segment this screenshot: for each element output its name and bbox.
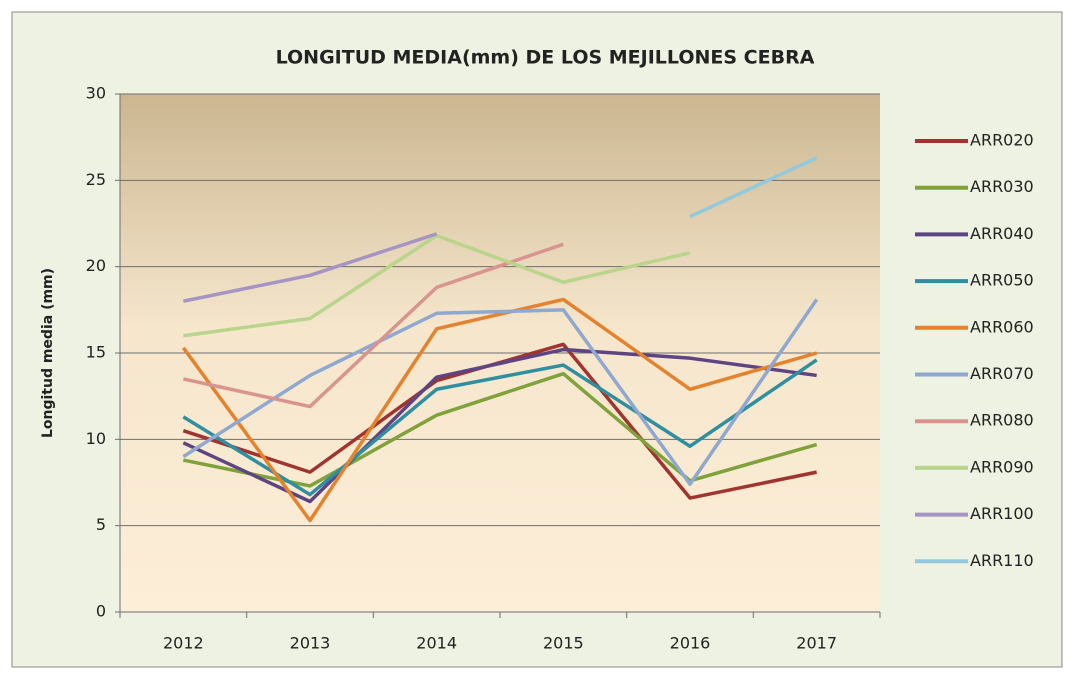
x-tick-label: 2014: [416, 634, 457, 653]
legend-label: ARR100: [970, 504, 1034, 523]
y-tick-label: 15: [86, 343, 106, 362]
series-line: [689, 156, 818, 219]
x-tick-label: 2017: [796, 634, 837, 653]
legend-label: ARR040: [970, 224, 1034, 243]
y-tick-label: 10: [86, 429, 106, 448]
series-line: [181, 297, 818, 523]
series-line: [182, 358, 818, 497]
legend-label: ARR110: [970, 551, 1034, 570]
y-tick-label: 30: [86, 84, 106, 103]
y-tick-label: 20: [86, 256, 106, 275]
x-tick-label: 2012: [163, 634, 204, 653]
series-line: [182, 298, 819, 486]
legend-label: ARR090: [970, 457, 1034, 476]
series-line: [182, 232, 438, 303]
y-tick-label: 5: [96, 515, 106, 534]
y-tick-label: 0: [96, 602, 106, 621]
y-axis-title: Longitud media (mm): [40, 268, 56, 438]
legend-label: ARR030: [970, 177, 1034, 196]
legend-label: ARR070: [970, 364, 1034, 383]
legend-label: ARR050: [970, 271, 1034, 290]
legend-label: ARR080: [970, 411, 1034, 430]
x-tick-label: 2016: [670, 634, 711, 653]
y-tick-label: 25: [86, 170, 106, 189]
legend-label: ARR020: [970, 131, 1034, 150]
chart-title: LONGITUD MEDIA(mm) DE LOS MEJILLONES CEB…: [276, 47, 815, 69]
legend-label: ARR060: [970, 317, 1034, 336]
series-line: [182, 242, 564, 409]
x-tick-label: 2015: [543, 634, 584, 653]
x-tick-label: 2013: [290, 634, 331, 653]
